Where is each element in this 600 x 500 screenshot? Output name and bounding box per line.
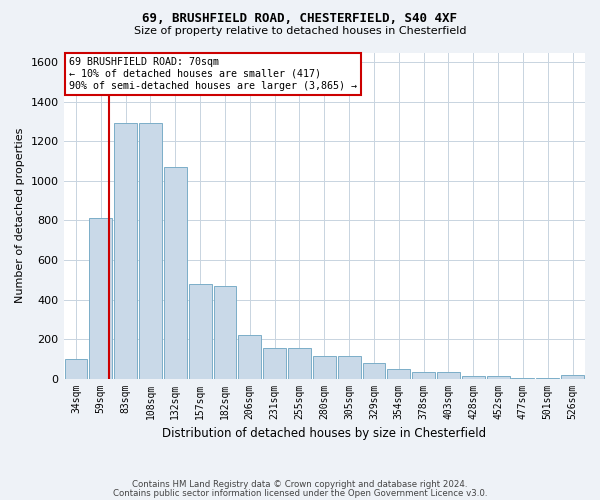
Text: 69, BRUSHFIELD ROAD, CHESTERFIELD, S40 4XF: 69, BRUSHFIELD ROAD, CHESTERFIELD, S40 4… (143, 12, 458, 26)
Text: 69 BRUSHFIELD ROAD: 70sqm
← 10% of detached houses are smaller (417)
90% of semi: 69 BRUSHFIELD ROAD: 70sqm ← 10% of detac… (69, 58, 357, 90)
Text: Size of property relative to detached houses in Chesterfield: Size of property relative to detached ho… (134, 26, 466, 36)
Bar (288, 348, 311, 378)
Text: Contains HM Land Registry data © Crown copyright and database right 2024.: Contains HM Land Registry data © Crown c… (132, 480, 468, 489)
Y-axis label: Number of detached properties: Number of detached properties (15, 128, 25, 303)
Bar (487, 376, 509, 378)
Bar (238, 335, 261, 378)
Bar (412, 372, 435, 378)
Bar (313, 356, 335, 378)
Bar (164, 167, 187, 378)
Bar (362, 362, 385, 378)
Bar (462, 376, 485, 378)
X-axis label: Distribution of detached houses by size in Chesterfield: Distribution of detached houses by size … (162, 427, 487, 440)
Bar (561, 374, 584, 378)
Bar (388, 368, 410, 378)
Bar (338, 356, 361, 378)
Bar (188, 284, 212, 378)
Bar (139, 122, 162, 378)
Bar (114, 122, 137, 378)
Text: Contains public sector information licensed under the Open Government Licence v3: Contains public sector information licen… (113, 488, 487, 498)
Bar (214, 286, 236, 378)
Bar (263, 348, 286, 378)
Bar (65, 359, 88, 378)
Bar (437, 372, 460, 378)
Bar (89, 218, 112, 378)
